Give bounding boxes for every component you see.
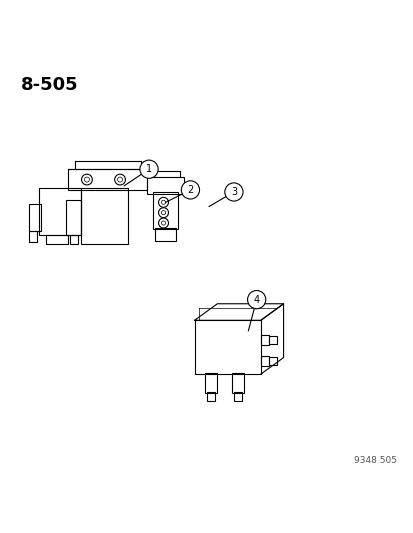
Circle shape (158, 218, 168, 228)
Bar (260, 356, 268, 366)
Circle shape (181, 181, 199, 199)
Bar (268, 336, 276, 344)
Bar (155, 229, 176, 241)
Text: 3: 3 (230, 187, 236, 197)
Bar (68, 169, 147, 190)
Circle shape (140, 160, 158, 179)
Text: 4: 4 (253, 295, 259, 305)
Bar (29, 204, 41, 231)
Circle shape (161, 200, 165, 204)
Text: 8-505: 8-505 (21, 76, 78, 94)
Bar (268, 357, 276, 365)
Bar (260, 335, 268, 345)
Circle shape (117, 177, 122, 182)
Bar (231, 373, 244, 393)
Circle shape (224, 183, 242, 201)
Text: 2: 2 (187, 185, 193, 195)
Bar (45, 235, 68, 244)
Bar (66, 200, 81, 236)
Text: 1: 1 (146, 164, 152, 174)
Bar (29, 231, 37, 241)
Circle shape (114, 174, 125, 185)
Circle shape (247, 290, 265, 309)
Circle shape (161, 221, 165, 225)
Bar (206, 392, 215, 401)
Bar (194, 320, 260, 374)
Bar (147, 177, 184, 194)
Text: 9348 505: 9348 505 (354, 456, 396, 465)
Bar (204, 373, 217, 393)
Bar (39, 188, 81, 236)
Bar (81, 188, 128, 244)
Circle shape (161, 211, 165, 215)
Circle shape (158, 208, 168, 217)
Circle shape (81, 174, 92, 185)
Bar (153, 192, 178, 229)
Circle shape (84, 177, 89, 182)
Bar (233, 392, 242, 401)
Bar (70, 235, 78, 244)
Circle shape (158, 197, 168, 207)
